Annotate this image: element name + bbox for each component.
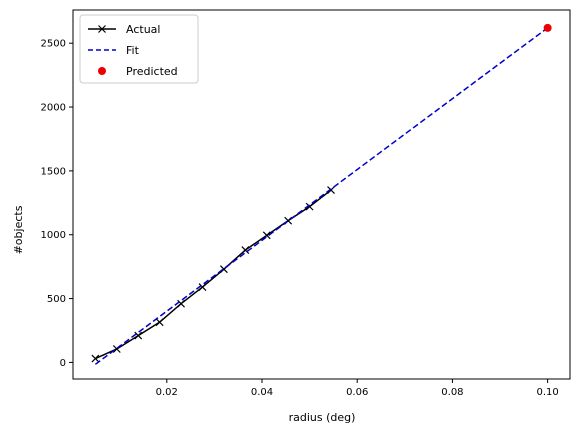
x-axis-label: radius (deg) xyxy=(289,411,356,424)
legend-fit-label: Fit xyxy=(126,44,140,57)
predicted-point xyxy=(543,23,552,32)
actual-series-line xyxy=(95,189,332,360)
x-tick-label: 0.08 xyxy=(441,387,463,398)
y-tick-label: 1500 xyxy=(41,166,66,177)
actual-point-marker xyxy=(155,318,164,327)
plot-area xyxy=(91,23,552,365)
y-tick-label: 500 xyxy=(47,294,66,305)
x-tick-label: 0.04 xyxy=(251,387,273,398)
actual-point-marker xyxy=(241,246,250,254)
actual-point-marker xyxy=(327,186,335,194)
y-tick-label: 2000 xyxy=(41,103,66,114)
legend-box xyxy=(79,14,199,84)
x-tick-label: 0.10 xyxy=(536,387,558,398)
actual-point-marker xyxy=(91,354,100,363)
actual-point-marker xyxy=(198,283,207,291)
legend: Actual Fit Predicted xyxy=(79,14,199,84)
y-tick-label: 1000 xyxy=(41,230,66,241)
plot-frame xyxy=(72,9,571,380)
y-tick-label: 2500 xyxy=(41,39,66,50)
actual-point-marker xyxy=(177,299,185,308)
actual-point-marker xyxy=(134,331,143,340)
legend-actual-marker xyxy=(98,25,106,33)
x-tick-label: 0.06 xyxy=(346,387,368,398)
legend-actual-label: Actual xyxy=(126,23,160,36)
y-tick-label: 0 xyxy=(60,358,66,369)
actual-point-marker xyxy=(305,202,314,211)
legend-predicted-label: Predicted xyxy=(126,65,178,78)
fit-series-line xyxy=(94,27,549,365)
x-tick-label: 0.02 xyxy=(156,387,178,398)
legend-predicted-marker xyxy=(98,67,106,75)
axes: 0.02 0.04 0.06 0.08 0.10 0 500 1000 1500 2000 2500 xyxy=(41,9,571,398)
y-axis-label: #objects xyxy=(12,205,25,254)
